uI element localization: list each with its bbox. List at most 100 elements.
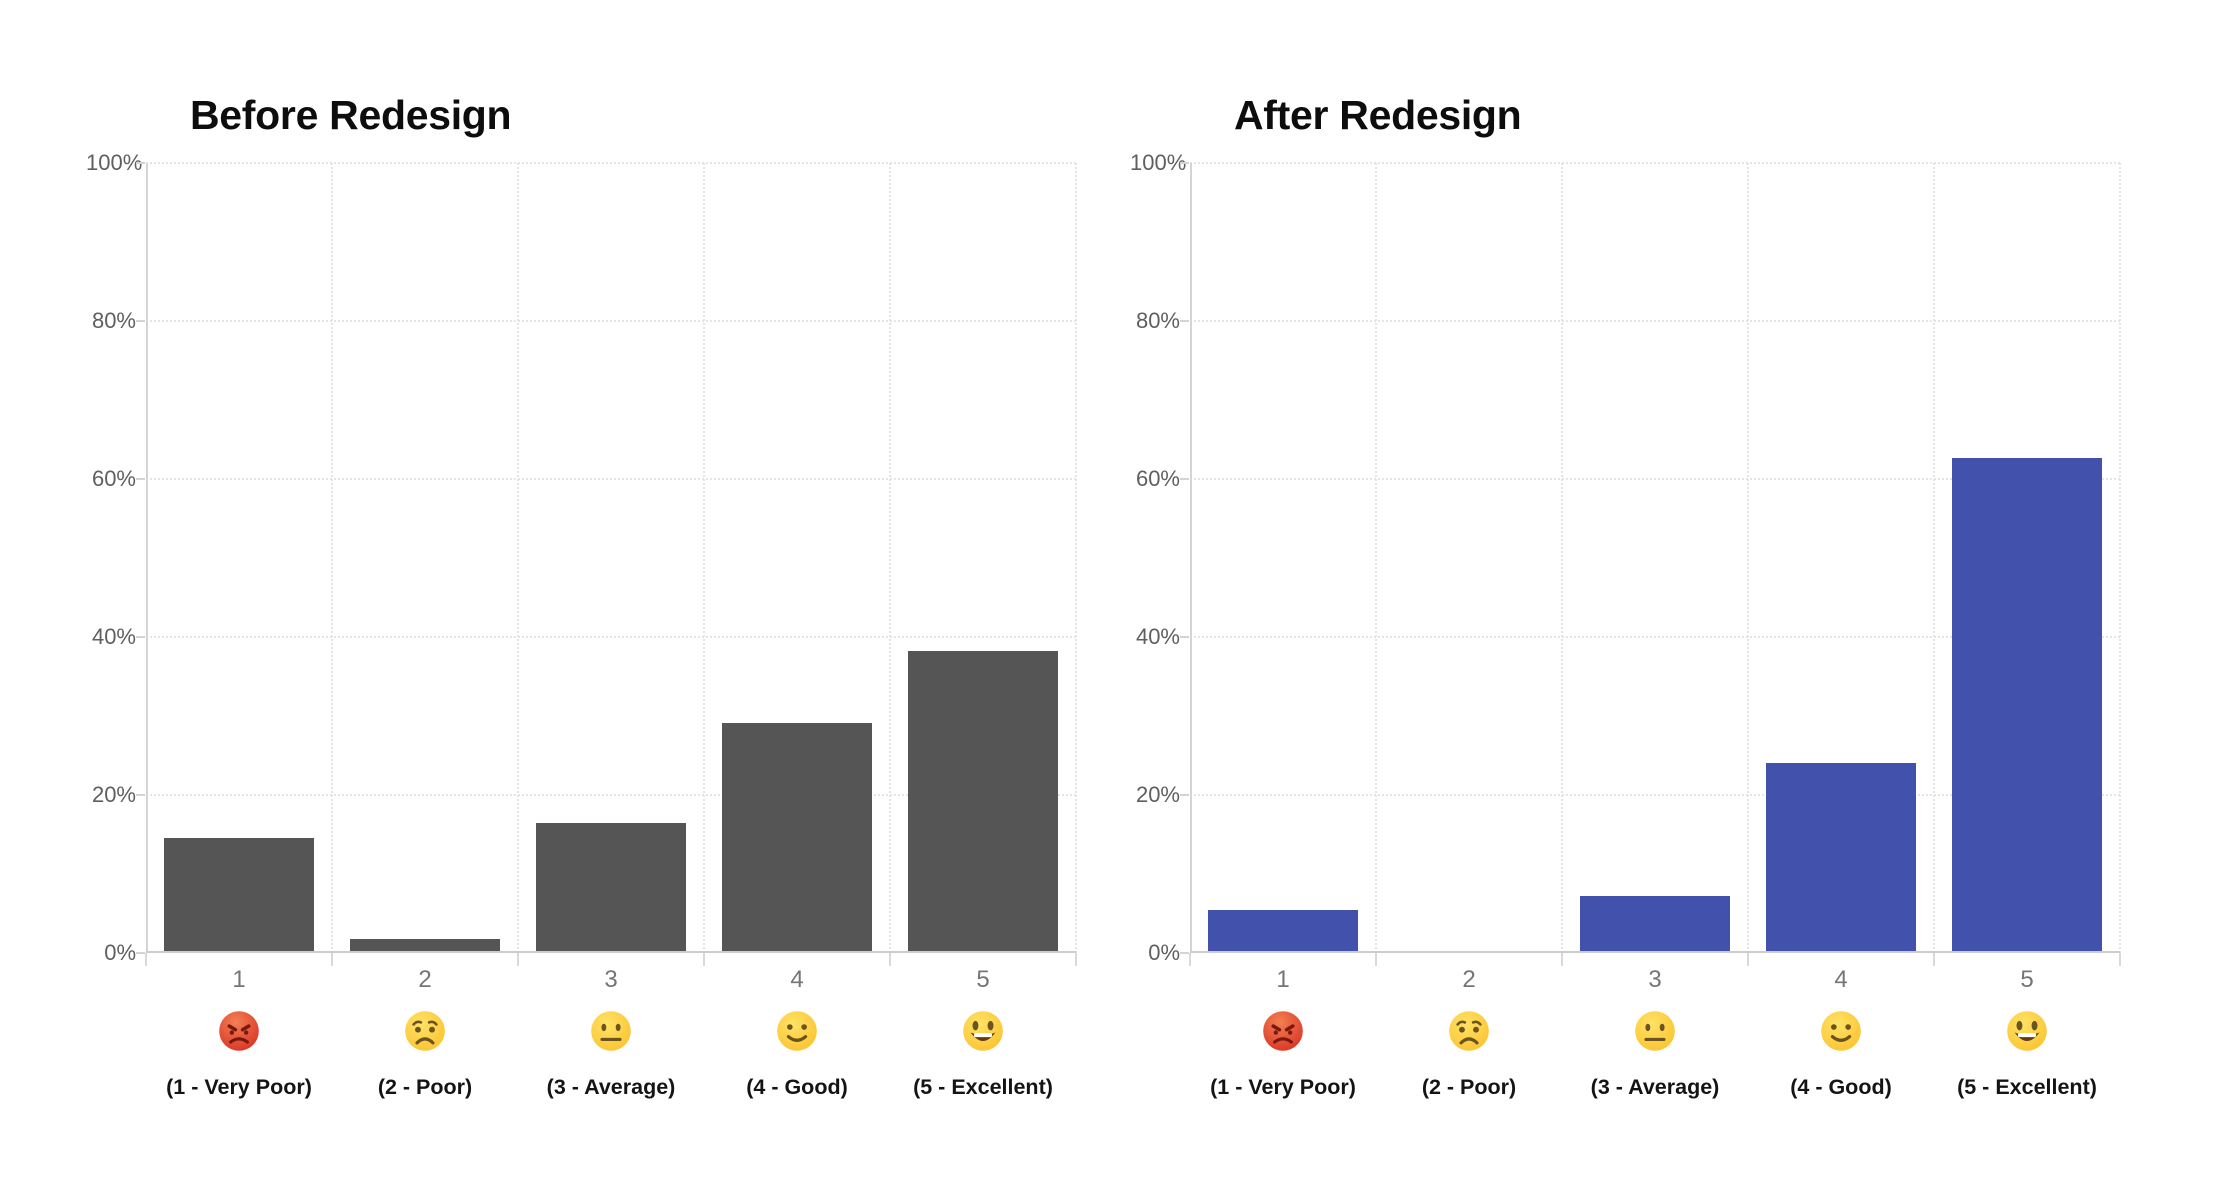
- rating-description-4: (4 - Good): [1790, 1075, 1892, 1099]
- y-tick-label-60: 60%: [91, 466, 136, 491]
- gridline-v-1: [331, 163, 333, 953]
- angry-red-face-emoji-icon: [1263, 1011, 1303, 1051]
- y-tick-label-100: 100%: [86, 150, 143, 175]
- gridline-h-80: [146, 320, 1076, 322]
- gridline-h-100: [146, 162, 1076, 164]
- x-tick-mark: [1075, 953, 1077, 966]
- y-tick-label-80: 80%: [1135, 308, 1180, 333]
- y-tick-mark: [1180, 162, 1189, 164]
- y-tick-label-20: 20%: [1135, 782, 1180, 807]
- category-label-1: 1: [232, 966, 246, 993]
- neutral-face-emoji-icon: [1635, 1011, 1675, 1051]
- emoji-cell-1: [1190, 1008, 1376, 1059]
- x-tick-mark: [1189, 953, 1191, 966]
- angry-red-face-emoji-icon: [219, 1011, 259, 1051]
- gridline-v-5: [2119, 163, 2121, 953]
- emoji-cell-3: [1562, 1008, 1748, 1059]
- gridline-h-40: [146, 636, 1076, 638]
- gridline-h-100: [1190, 162, 2120, 164]
- gridline-v-4: [889, 163, 891, 953]
- chart-title-after: After Redesign: [1234, 92, 1522, 138]
- category-label-2: 2: [418, 966, 432, 993]
- rating-description-2: (2 - Poor): [377, 1075, 473, 1099]
- gridline-h-80: [1190, 320, 2120, 322]
- bar-rating-3: [536, 823, 686, 953]
- x-tick-mark: [145, 953, 147, 966]
- y-tick-mark: [136, 162, 145, 164]
- emoji-cell-2: [1376, 1008, 1562, 1059]
- bar-rating-1: [164, 838, 314, 953]
- rating-description-2: (2 - Poor): [1421, 1075, 1517, 1099]
- bar-rating-5: [1952, 458, 2102, 953]
- category-label-3: 3: [1648, 966, 1662, 993]
- y-tick-mark: [136, 320, 145, 322]
- worried-face-emoji-icon: [405, 1011, 445, 1051]
- x-tick-mark: [1747, 953, 1749, 966]
- bar-rating-4: [1766, 763, 1916, 953]
- y-tick-mark: [1180, 636, 1189, 638]
- x-tick-mark: [1933, 953, 1935, 966]
- category-label-3: 3: [604, 966, 618, 993]
- y-tick-mark: [136, 636, 145, 638]
- y-tick-label-40: 40%: [91, 624, 136, 649]
- grinning-face-emoji-icon: [963, 1011, 1003, 1051]
- x-tick-mark: [331, 953, 333, 966]
- emoji-cell-5: [890, 1008, 1076, 1059]
- y-axis-line: [146, 163, 148, 953]
- y-tick-label-40: 40%: [1135, 624, 1180, 649]
- chart-title-before: Before Redesign: [190, 92, 512, 138]
- x-tick-mark: [703, 953, 705, 966]
- slightly-smiling-face-emoji-icon: [1821, 1011, 1861, 1051]
- gridline-h-20: [146, 794, 1076, 796]
- grinning-face-emoji-icon: [2007, 1011, 2047, 1051]
- y-tick-mark: [1180, 952, 1189, 954]
- y-tick-mark: [136, 794, 145, 796]
- rating-description-5: (5 - Excellent): [913, 1075, 1053, 1099]
- emoji-cell-4: [704, 1008, 890, 1059]
- gridline-v-2: [517, 163, 519, 953]
- rating-description-4: (4 - Good): [746, 1075, 848, 1099]
- gridline-h-20: [1190, 794, 2120, 796]
- x-tick-mark: [2119, 953, 2121, 966]
- emoji-cell-2: [332, 1008, 518, 1059]
- gridline-v-5: [1075, 163, 1077, 953]
- bar-rating-2: [350, 939, 500, 953]
- chart-after-redesign: After Redesign 0% 20% 40% 60% 80% 100% 1 (1 - …: [1130, 0, 2190, 1204]
- rating-description-3: (3 - Average): [546, 1075, 676, 1099]
- x-tick-mark: [1561, 953, 1563, 966]
- y-tick-label-0: 0%: [1148, 940, 1180, 965]
- chart-before-redesign: Before Redesign 0% 20% 40% 60% 80% 100% 1 (1 -…: [86, 0, 1146, 1204]
- y-tick-mark: [136, 952, 145, 954]
- gridline-h-60: [146, 478, 1076, 480]
- rating-description-1: (1 - Very Poor): [1210, 1075, 1356, 1099]
- category-label-2: 2: [1462, 966, 1476, 993]
- x-tick-mark: [517, 953, 519, 966]
- gridline-v-4: [1933, 163, 1935, 953]
- category-label-5: 5: [976, 966, 990, 993]
- bar-rating-4: [722, 723, 872, 953]
- bar-rating-5: [908, 651, 1058, 953]
- gridline-h-40: [1190, 636, 2120, 638]
- x-tick-mark: [1375, 953, 1377, 966]
- gridline-h-60: [1190, 478, 2120, 480]
- y-tick-mark: [136, 478, 145, 480]
- y-tick-mark: [1180, 794, 1189, 796]
- gridline-v-1: [1375, 163, 1377, 953]
- category-label-4: 4: [1834, 966, 1848, 993]
- category-label-4: 4: [790, 966, 804, 993]
- y-tick-label-60: 60%: [1135, 466, 1180, 491]
- worried-face-emoji-icon: [1449, 1011, 1489, 1051]
- emoji-cell-1: [146, 1008, 332, 1059]
- gridline-v-3: [703, 163, 705, 953]
- category-label-1: 1: [1276, 966, 1290, 993]
- y-tick-mark: [1180, 320, 1189, 322]
- y-axis-line: [1190, 163, 1192, 953]
- y-tick-label-0: 0%: [104, 940, 136, 965]
- bar-rating-3: [1580, 896, 1730, 953]
- emoji-cell-3: [518, 1008, 704, 1059]
- y-tick-label-80: 80%: [91, 308, 136, 333]
- rating-description-1: (1 - Very Poor): [166, 1075, 312, 1099]
- neutral-face-emoji-icon: [591, 1011, 631, 1051]
- x-axis-baseline: [1190, 951, 2120, 953]
- x-tick-mark: [889, 953, 891, 966]
